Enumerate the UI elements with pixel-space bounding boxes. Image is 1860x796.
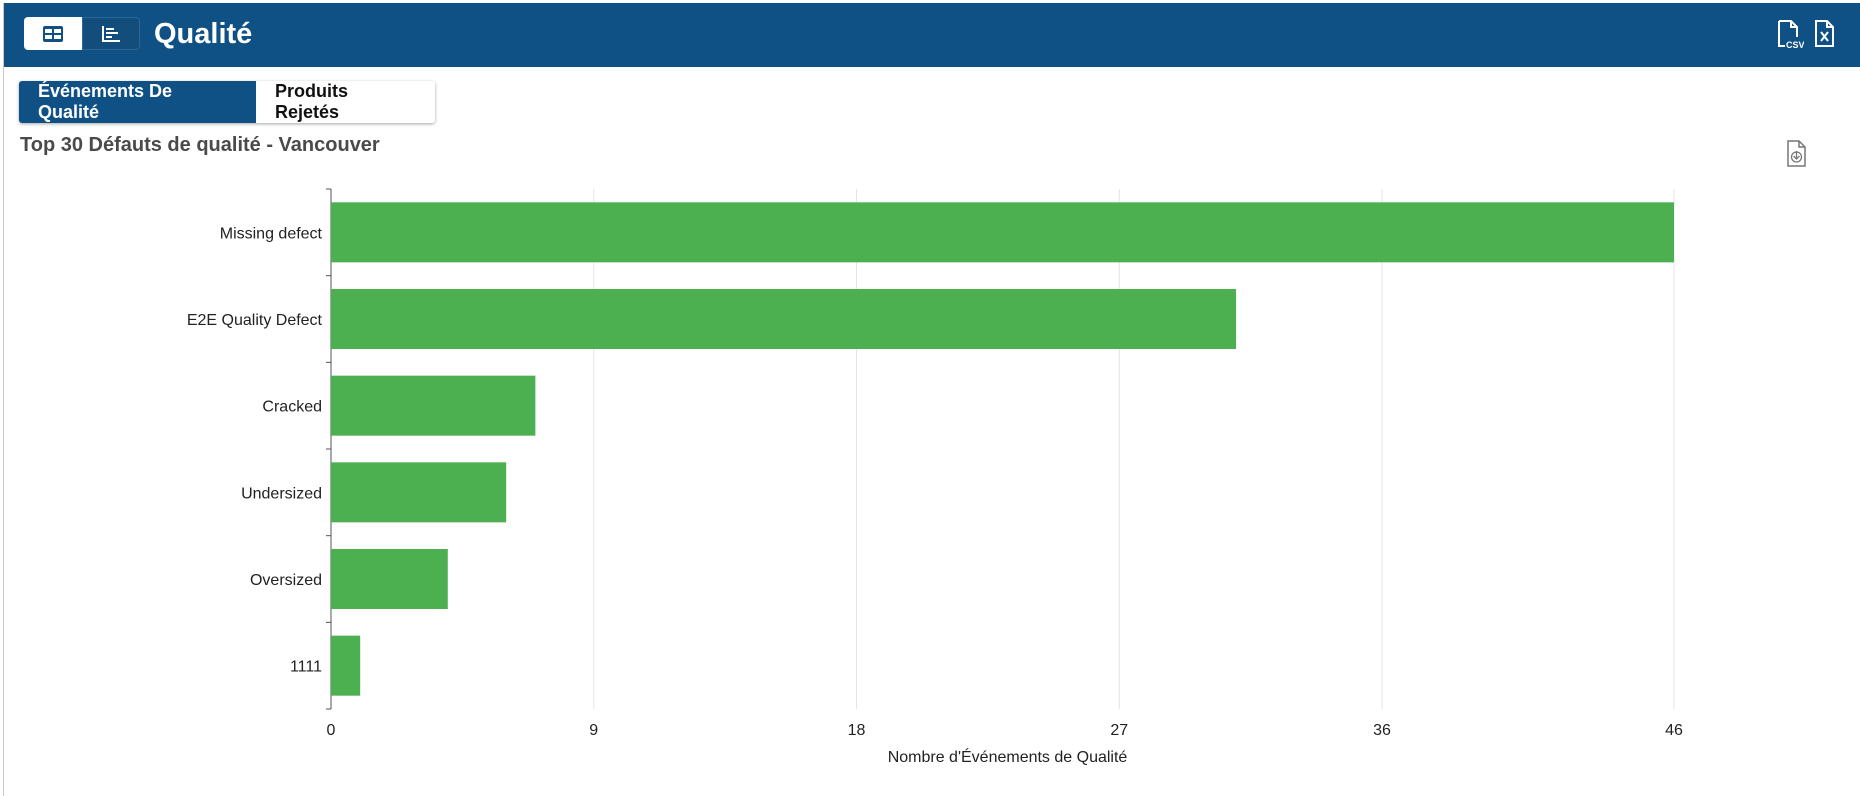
app-frame: Qualité CSV Événements De Qualité Produi… <box>3 3 1860 796</box>
svg-text:CSV: CSV <box>1786 40 1804 49</box>
bar-chart: 0 9 18 27 36 46 Missing defect E2E Quality Defe… <box>187 188 1683 766</box>
tab-quality-events[interactable]: Événements De Qualité <box>19 81 256 123</box>
chart-view-button[interactable] <box>82 17 140 50</box>
x-tick-label: 18 <box>848 722 866 739</box>
excel-file-icon <box>1815 20 1834 47</box>
x-tick-label: 36 <box>1373 722 1391 739</box>
download-chart-button[interactable] <box>1784 139 1810 169</box>
category-label: E2E Quality Defect <box>187 312 323 329</box>
tab-bar: Événements De Qualité Produits Rejetés <box>19 81 435 123</box>
page-title: Qualité <box>154 18 253 50</box>
export-csv-button[interactable]: CSV <box>1774 19 1805 50</box>
bar <box>331 549 448 609</box>
csv-file-icon: CSV <box>1778 20 1805 50</box>
category-label: 1111 <box>290 659 322 676</box>
x-tick-label: 9 <box>589 722 598 739</box>
category-label: Cracked <box>262 399 322 416</box>
table-view-button[interactable] <box>24 17 82 50</box>
x-tick-label: 0 <box>327 722 336 739</box>
category-label: Missing defect <box>220 225 323 242</box>
tab-rejected-products[interactable]: Produits Rejetés <box>256 81 435 123</box>
x-tick-label: 27 <box>1110 722 1128 739</box>
bar <box>331 462 507 523</box>
bar-chart-view-icon <box>102 25 120 42</box>
bar <box>331 202 1674 263</box>
x-tick-label: 46 <box>1665 722 1683 739</box>
chart-title: Top 30 Défauts de qualité - Vancouver <box>20 134 380 156</box>
export-excel-button[interactable] <box>1812 19 1842 49</box>
x-axis-title: Nombre d'Événements de Qualité <box>888 747 1128 766</box>
bar <box>331 289 1237 349</box>
category-label: Undersized <box>241 485 322 502</box>
bar <box>331 375 536 436</box>
bar <box>331 635 361 696</box>
header-bar: Qualité CSV <box>4 3 1860 67</box>
category-label: Oversized <box>250 572 322 589</box>
table-view-icon <box>43 25 63 42</box>
download-file-icon <box>1787 140 1806 167</box>
view-toggle <box>24 17 142 50</box>
